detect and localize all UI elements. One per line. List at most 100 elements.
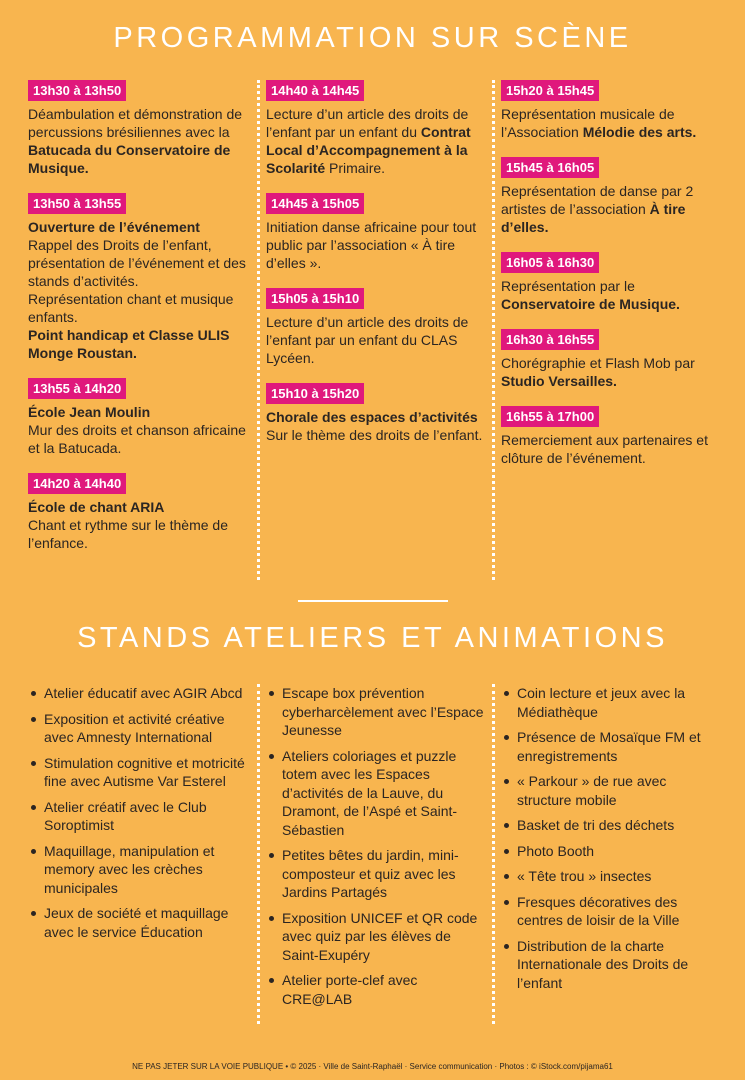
description: École Jean Moulin [28, 403, 251, 421]
bold-text: Conservatoire de Musique. [501, 296, 680, 312]
program-item: 15h20 à 15h45 Représentation musicale de … [501, 80, 721, 141]
stand-item: Ateliers coloriages et puzzle totem avec… [266, 747, 486, 840]
program-item: 13h30 à 13h50 Déambulation et démonstrati… [28, 80, 251, 177]
text: Représentation de danse par 2 artistes d… [501, 183, 694, 217]
stand-item: Coin lecture et jeux avec la Médiathèque [501, 684, 721, 721]
description: Initiation danse africaine pour tout pub… [266, 218, 486, 272]
description: Représentation de danse par 2 artistes d… [501, 182, 721, 236]
program-title: PROGRAMMATION SUR SCÈNE [113, 22, 632, 54]
text: Lecture d’un article des droits de l’enf… [266, 314, 469, 366]
description: Rappel des Droits de l’enfant, présentat… [28, 236, 251, 290]
bold-text: École de chant ARIA [28, 499, 165, 515]
text: Initiation danse africaine pour tout pub… [266, 219, 477, 271]
description: Point handicap et Classe ULIS Monge Rous… [28, 326, 251, 362]
program-item: 14h20 à 14h40 École de chant ARIA Chant et… [28, 473, 251, 552]
description: Chorégraphie et Flash Mob par Studio Ver… [501, 354, 721, 390]
stands-columns: Atelier éducatif avec AGIR Abcd Expositio… [22, 684, 728, 1044]
description: Sur le thème des droits de l’enfant. [266, 426, 486, 444]
text: Déambulation et démonstration de percuss… [28, 106, 243, 140]
stand-list: Coin lecture et jeux avec la Médiathèque… [501, 684, 721, 992]
stand-item: Atelier créatif avec le Club Soroptimist [28, 798, 251, 835]
time-badge: 16h55 à 17h00 [501, 406, 600, 427]
stand-item: Atelier porte-clef avec CRE@LAB [266, 971, 486, 1008]
stands-column: Coin lecture et jeux avec la Médiathèque… [492, 684, 727, 1024]
program-item: 13h55 à 14h20 École Jean Moulin Mur des dr… [28, 378, 251, 457]
description: Ouverture de l’événement [28, 218, 251, 236]
program-column: 14h40 à 14h45 Lecture d’un article des dr… [257, 80, 492, 580]
time-badge: 16h30 à 16h55 [501, 329, 600, 350]
program-item: 15h10 à 15h20 Chorale des espaces d’activ… [266, 383, 486, 444]
program-column: 15h20 à 15h45 Représentation musicale de … [492, 80, 727, 580]
bold-text: À tire d’elles. [501, 201, 686, 235]
bold-text: Ouverture de l’événement [28, 219, 200, 235]
description: École de chant ARIA [28, 498, 251, 516]
program-item: 15h05 à 15h10 Lecture d’un article des dr… [266, 288, 486, 367]
stand-list: Atelier éducatif avec AGIR Abcd Expositio… [28, 684, 251, 941]
stand-item: Petites bêtes du jardin, mini-composteur… [266, 846, 486, 902]
program-item: 14h45 à 15h05 Initiation danse africaine … [266, 193, 486, 272]
text: Représentation chant et musique enfants. [28, 291, 234, 325]
program-columns: 13h30 à 13h50 Déambulation et démonstrati… [22, 80, 728, 580]
stand-item: Jeux de société et maquillage avec le se… [28, 904, 251, 941]
stand-item: Exposition et activité créative avec Amn… [28, 710, 251, 747]
program-item: 13h50 à 13h55 Ouverture de l’événement Rap… [28, 193, 251, 362]
program-item: 15h45 à 16h05 Représentation de danse par… [501, 157, 721, 236]
description: Représentation musicale de l’Association… [501, 105, 721, 141]
stand-item: Photo Booth [501, 842, 721, 861]
program-item: 16h05 à 16h30 Représentation par le Conse… [501, 252, 721, 313]
bold-text: Batucada du Conservatoire de Musique. [28, 142, 231, 176]
description: Mur des droits et chanson africaine et l… [28, 421, 251, 457]
program-item: 16h55 à 17h00 Remerciement aux partenaire… [501, 406, 721, 467]
time-badge: 15h45 à 16h05 [501, 157, 600, 178]
stand-item: Basket de tri des déchets [501, 816, 721, 835]
time-badge: 15h10 à 15h20 [266, 383, 365, 404]
stand-item: Distribution de la charte Internationale… [501, 937, 721, 993]
bold-text: Contrat Local d’Accompagnement à la Scol… [266, 124, 471, 176]
text: Mur des droits et chanson africaine et l… [28, 422, 246, 456]
footer: NE PAS JETER SUR LA VOIE PUBLIQUE • © 20… [132, 1062, 613, 1071]
bold-text: Studio Versailles. [501, 373, 617, 389]
time-badge: 14h20 à 14h40 [28, 473, 127, 494]
description: Chant et rythme sur le thème de l’enfanc… [28, 516, 251, 552]
description: Représentation chant et musique enfants. [28, 290, 251, 326]
stand-list: Escape box prévention cyberharcèlement a… [266, 684, 486, 1008]
time-badge: 14h40 à 14h45 [266, 80, 365, 101]
stands-title: STANDS ATELIERS ET ANIMATIONS [77, 622, 668, 654]
time-badge: 16h05 à 16h30 [501, 252, 600, 273]
stand-item: « Parkour » de rue avec structure mobile [501, 772, 721, 809]
text: Représentation par le [501, 278, 635, 294]
description: Représentation par le Conservatoire de M… [501, 277, 721, 313]
text: Sur le thème des droits de l’enfant. [266, 427, 483, 443]
stand-item: Fresques décoratives des centres de lois… [501, 893, 721, 930]
time-badge: 13h55 à 14h20 [28, 378, 127, 399]
description: Chorale des espaces d’activités [266, 408, 486, 426]
stand-item: Présence de Mosaïque FM et enregistremen… [501, 728, 721, 765]
text: Primaire. [325, 160, 386, 176]
text: Rappel des Droits de l’enfant, présentat… [28, 237, 246, 289]
time-badge: 13h50 à 13h55 [28, 193, 127, 214]
description: Lecture d’un article des droits de l’enf… [266, 313, 486, 367]
description: Lecture d’un article des droits de l’enf… [266, 105, 486, 177]
stand-item: Atelier éducatif avec AGIR Abcd [28, 684, 251, 703]
stands-column: Escape box prévention cyberharcèlement a… [257, 684, 492, 1024]
time-badge: 15h05 à 15h10 [266, 288, 365, 309]
description: Remerciement aux partenaires et clôture … [501, 431, 721, 467]
stand-item: Maquillage, manipulation et memory avec … [28, 842, 251, 898]
stand-item: Escape box prévention cyberharcèlement a… [266, 684, 486, 740]
text: Lecture d’un article des droits de l’enf… [266, 106, 469, 140]
program-column: 13h30 à 13h50 Déambulation et démonstrati… [22, 80, 257, 580]
bold-text: Point handicap et Classe ULIS Monge Rous… [28, 327, 230, 361]
stand-item: Stimulation cognitive et motricité fine … [28, 754, 251, 791]
divider [298, 600, 448, 602]
program-item: 14h40 à 14h45 Lecture d’un article des dr… [266, 80, 486, 177]
bold-text: Mélodie des arts. [582, 124, 697, 140]
time-badge: 14h45 à 15h05 [266, 193, 365, 214]
stand-item: « Tête trou » insectes [501, 867, 721, 886]
time-badge: 15h20 à 15h45 [501, 80, 600, 101]
time-badge: 13h30 à 13h50 [28, 80, 127, 101]
text: Représentation musicale de l’Association [501, 106, 675, 140]
description: Déambulation et démonstration de percuss… [28, 105, 251, 177]
text: Chant et rythme sur le thème de l’enfanc… [28, 517, 228, 551]
text: Remerciement aux partenaires et clôture … [501, 432, 708, 466]
